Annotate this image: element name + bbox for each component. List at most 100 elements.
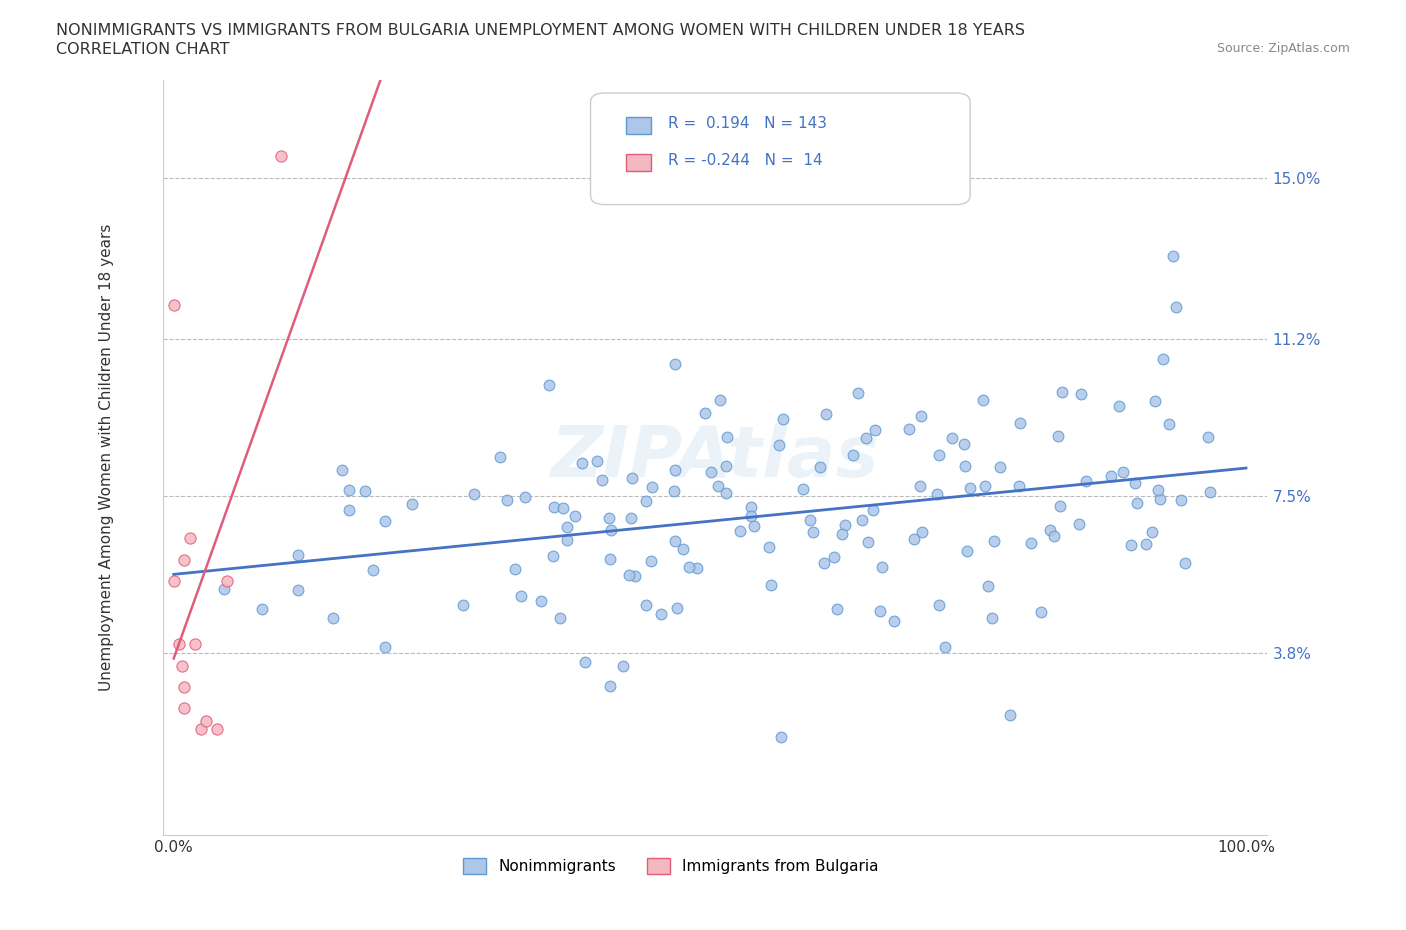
Point — [870, 560, 893, 575]
Point — [374, 640, 396, 655]
Point — [510, 589, 533, 604]
Point — [862, 502, 884, 517]
Point — [287, 547, 309, 562]
Point — [1135, 537, 1157, 551]
Point — [530, 594, 553, 609]
Point — [1125, 496, 1147, 511]
Point — [1170, 493, 1192, 508]
Point — [666, 601, 689, 616]
Point — [769, 729, 792, 744]
Point — [640, 553, 662, 568]
Point — [1123, 476, 1146, 491]
Point — [801, 525, 824, 539]
Point — [172, 658, 194, 673]
Text: NONIMMIGRANTS VS IMMIGRANTS FROM BULGARIA UNEMPLOYMENT AMONG WOMEN WITH CHILDREN: NONIMMIGRANTS VS IMMIGRANTS FROM BULGARI… — [56, 23, 1025, 38]
Point — [1049, 498, 1071, 513]
Point — [167, 637, 190, 652]
Point — [740, 509, 762, 524]
Point — [489, 449, 512, 464]
Point — [810, 459, 832, 474]
Text: Source: ZipAtlas.com: Source: ZipAtlas.com — [1216, 42, 1350, 55]
Point — [650, 606, 672, 621]
Point — [1157, 417, 1180, 432]
Point — [599, 551, 621, 566]
Point — [823, 549, 845, 564]
Point — [981, 611, 1004, 626]
Point — [1008, 479, 1031, 494]
Point — [619, 567, 641, 582]
Point — [988, 459, 1011, 474]
Point — [571, 456, 593, 471]
Point — [714, 485, 737, 500]
Point — [846, 385, 869, 400]
Point — [322, 611, 344, 626]
Point — [1099, 469, 1122, 484]
Point — [451, 597, 474, 612]
Point — [953, 459, 976, 474]
Point — [928, 448, 950, 463]
Point — [1069, 516, 1091, 531]
Point — [869, 604, 891, 619]
Point — [709, 392, 731, 407]
Point — [337, 503, 360, 518]
Point — [217, 573, 239, 588]
Point — [620, 510, 643, 525]
Point — [190, 722, 212, 737]
Point — [374, 513, 396, 528]
Point — [194, 713, 217, 728]
Point — [925, 486, 948, 501]
Point — [585, 453, 607, 468]
Point — [686, 561, 709, 576]
Point — [664, 462, 686, 477]
Point — [1008, 416, 1031, 431]
Point — [1146, 483, 1168, 498]
Point — [634, 597, 657, 612]
Point — [179, 531, 201, 546]
Point — [693, 405, 716, 420]
Point — [759, 578, 782, 592]
Point — [591, 472, 613, 487]
Point — [678, 559, 700, 574]
Point — [664, 356, 686, 371]
Point — [337, 483, 360, 498]
Point — [973, 479, 995, 494]
Point — [910, 409, 932, 424]
Point — [1121, 538, 1143, 553]
Point — [792, 482, 814, 497]
Point — [740, 499, 762, 514]
Point — [551, 501, 574, 516]
Text: R = -0.244   N =  14: R = -0.244 N = 14 — [668, 153, 823, 168]
Point — [503, 562, 526, 577]
Point — [1108, 399, 1130, 414]
Text: CORRELATION CHART: CORRELATION CHART — [56, 42, 229, 57]
Y-axis label: Unemployment Among Women with Children Under 18 years: Unemployment Among Women with Children U… — [100, 224, 114, 691]
Point — [934, 640, 956, 655]
Point — [537, 378, 560, 392]
Point — [1039, 523, 1062, 538]
Point — [851, 512, 873, 527]
Point — [815, 406, 838, 421]
Point — [911, 525, 934, 539]
Point — [1000, 708, 1022, 723]
Point — [1152, 352, 1174, 366]
Point — [287, 583, 309, 598]
Point — [941, 431, 963, 445]
Point — [742, 519, 765, 534]
Point — [883, 613, 905, 628]
Point — [959, 481, 981, 496]
Point — [897, 421, 920, 436]
Point — [662, 484, 685, 498]
Point — [1047, 429, 1070, 444]
Point — [557, 532, 579, 547]
Point — [270, 149, 292, 164]
Point — [173, 700, 195, 715]
Point — [928, 598, 950, 613]
Point — [598, 511, 620, 525]
Point — [834, 517, 856, 532]
Point — [1198, 485, 1220, 499]
Point — [903, 531, 925, 546]
Point — [1149, 492, 1171, 507]
Point — [173, 552, 195, 567]
Point — [799, 512, 821, 527]
Point — [825, 602, 848, 617]
